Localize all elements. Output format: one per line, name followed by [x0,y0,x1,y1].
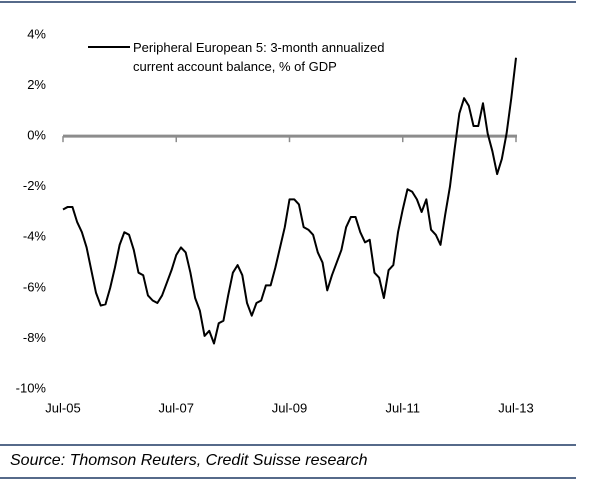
y-tick-label: 0% [27,128,46,143]
y-tick-label: -8% [23,330,47,345]
x-tick-label: Jul-07 [159,400,194,415]
x-tick-label: Jul-09 [272,400,307,415]
y-tick-label: 2% [27,77,46,92]
series-line [62,57,517,345]
y-tick-label: -10% [16,380,47,395]
y-tick-label: -6% [23,279,47,294]
y-tick-label: -2% [23,178,47,193]
legend-label: Peripheral European 5: 3-month annualize… [133,40,385,74]
x-tick-label: Jul-05 [45,400,80,415]
y-tick-label: 4% [27,26,46,41]
y-tick-label: -4% [23,229,47,244]
source-note: Source: Thomson Reuters, Credit Suisse r… [10,452,368,469]
x-tick-label: Jul-13 [498,400,533,415]
x-tick-label: Jul-11 [386,400,420,415]
